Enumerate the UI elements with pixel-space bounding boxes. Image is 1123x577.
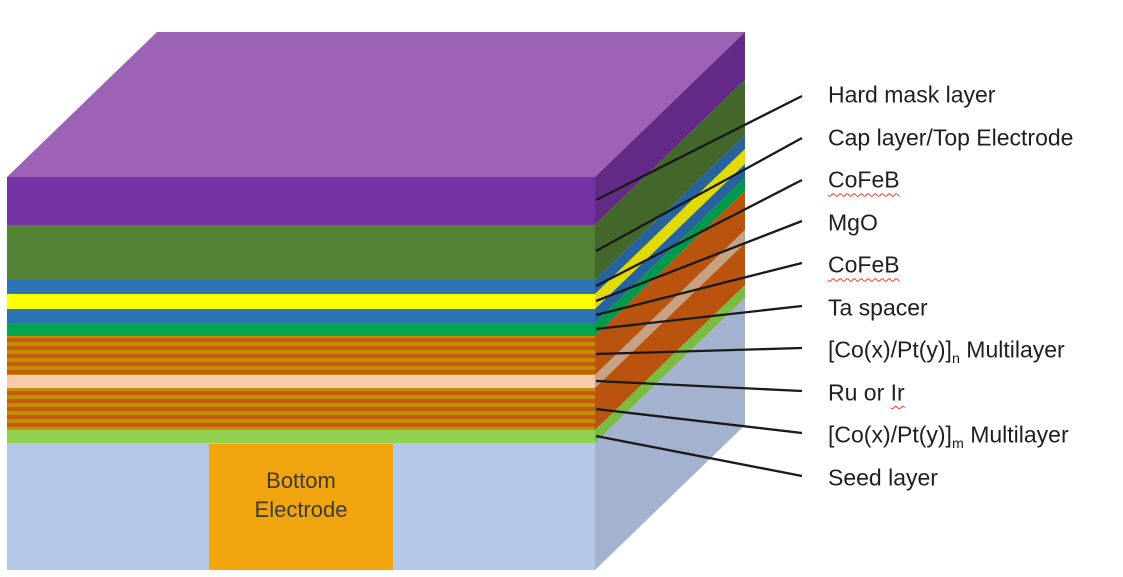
copt-m-stripes [7,391,595,427]
copt-stripe [7,338,595,342]
label-subscript-n: n [951,351,960,368]
copt-stripe [7,370,595,374]
label-text: Multilayer [963,421,1069,448]
seed-layer-side [595,285,745,443]
label-text: Multilayer [959,336,1065,363]
copt-stripe [7,362,595,366]
cofeb-bottom-front [7,309,595,323]
leader-line-cap-layer [595,136,803,253]
leader-line-seed [595,434,803,478]
copt-stripe [7,407,595,411]
label-text: MgO [828,209,878,235]
label-subscript-m: m [951,436,964,453]
label-text-spellcheck: CoFeB [828,166,900,193]
ta-spacer-side [595,178,745,336]
hard-mask-top-face [7,32,745,177]
hard-mask-side [595,32,745,225]
leader-line-copt-m [595,407,803,435]
seed-layer-front [7,430,595,443]
copt-stripe [7,391,595,395]
copt-stripe [7,415,595,419]
label-text: Ta spacer [828,294,928,320]
hard-mask-front [7,177,595,225]
layer-label-hard-mask: Hard mask layer [828,81,996,108]
leader-line-mgo [595,219,803,303]
label-text: Seed layer [828,464,938,490]
leader-line-ta-spacer [595,304,803,331]
layer-label-cap-layer: Cap layer/Top Electrode [828,126,1073,149]
label-text: [Co(x)/Pt(y)] [828,336,952,363]
cofeb-top-side [595,135,745,294]
layer-label-mgo: MgO [828,211,878,234]
layer-label-cofeb-bottom: CoFeB [828,251,900,278]
cofeb-bottom-side [595,164,745,323]
leader-line-cofeb-bottom [595,261,803,317]
copt-n-multilayer-side [595,191,745,375]
leader-line-hard-mask [595,94,803,202]
copt-stripe [7,354,595,358]
copt-n-stripes [7,338,595,374]
leader-line-copt-n [595,346,803,356]
layer-label-cofeb-top: CoFeB [828,166,900,193]
ta-spacer-front [7,323,595,336]
cap-layer-front [7,225,595,280]
label-text-spellcheck: CoFeB [828,251,900,278]
layer-label-copt-n: [Co(x)/Pt(y)]n Multilayer [828,336,1065,366]
leader-line-cofeb-top [595,178,803,288]
bottom-electrode-label: Bottom Electrode [254,468,348,523]
layer-label-ru-ir: Ru or Ir [828,381,905,404]
copt-stripe [7,346,595,350]
cofeb-top-front [7,280,595,294]
substrate-side [595,298,745,570]
label-text: Cap layer/Top Electrode [828,124,1074,150]
ru-ir-side [595,230,745,388]
ru-ir-front [7,375,595,388]
copt-stripe [7,399,595,403]
label-text: Hard mask layer [828,81,996,108]
label-text: [Co(x)/Pt(y)] [828,421,952,448]
leader-line-ru-ir [595,379,803,393]
layer-label-copt-m: [Co(x)/Pt(y)]m Multilayer [828,421,1069,451]
copt-stripe [7,423,595,427]
bottom-electrode-block [209,444,393,570]
layer-label-ta-spacer: Ta spacer [828,296,928,319]
mgo-front [7,294,595,309]
layer-label-seed: Seed layer [828,466,938,489]
label-text: Ru or [828,379,891,405]
label-text-spellcheck: Ir [890,379,905,405]
